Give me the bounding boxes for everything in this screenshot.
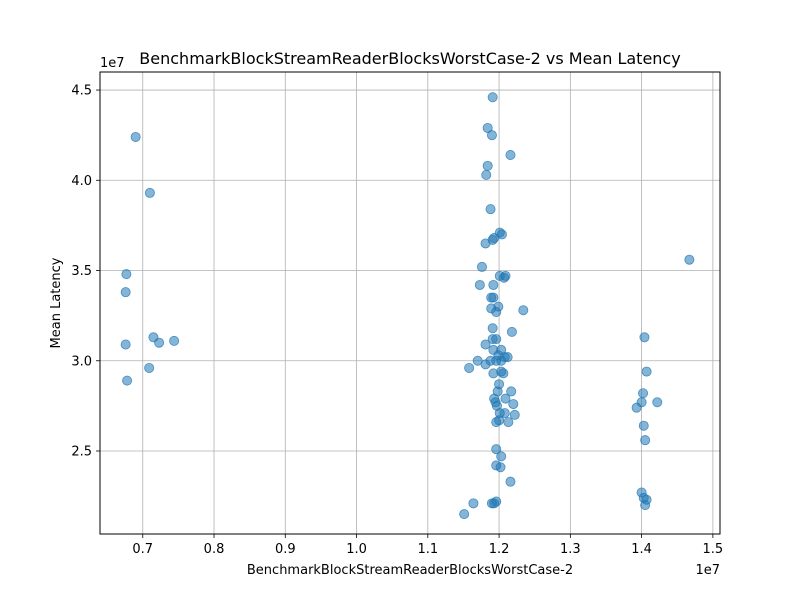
- data-point: [489, 498, 500, 509]
- x-axis-ticks: 0.7 0.8 0.9 1.0 1.1 1.2 1.3 1.4 1.5: [132, 534, 723, 557]
- data-point: [481, 169, 492, 180]
- x-tick-label: 1.5: [703, 542, 724, 557]
- data-point: [482, 160, 493, 171]
- data-point: [496, 451, 507, 462]
- data-point: [120, 287, 131, 298]
- data-point: [122, 375, 133, 386]
- axes-frame: [99, 71, 721, 535]
- x-tick-label: 0.9: [275, 542, 296, 557]
- data-point: [518, 305, 529, 316]
- y-tick-label: 4.5: [71, 84, 92, 99]
- data-point: [488, 279, 499, 290]
- y-tick-label: 3.0: [71, 354, 92, 369]
- data-point: [496, 355, 507, 366]
- data-point: [499, 408, 510, 419]
- data-point: [506, 386, 517, 397]
- data-point: [476, 261, 487, 272]
- data-point: [684, 254, 695, 265]
- data-point: [495, 462, 506, 473]
- x-tick-label: 0.7: [132, 542, 153, 557]
- data-point: [459, 509, 470, 520]
- data-point: [640, 500, 651, 511]
- data-point: [500, 393, 511, 404]
- data-point: [120, 339, 131, 350]
- data-point: [468, 498, 479, 509]
- data-point: [652, 397, 663, 408]
- data-point: [505, 150, 516, 161]
- data-point: [488, 292, 499, 303]
- data-point: [494, 415, 505, 426]
- data-point: [509, 409, 520, 420]
- data-point: [638, 420, 649, 431]
- data-point: [464, 362, 475, 373]
- y-tick-label: 4.0: [71, 174, 92, 189]
- data-point: [121, 269, 132, 280]
- y-axis-ticks: 2.5 3.0 3.5 4.0 4.5: [71, 84, 100, 459]
- x-tick-label: 1.4: [631, 542, 652, 557]
- chart-title: BenchmarkBlockStreamReaderBlocksWorstCas…: [139, 49, 680, 68]
- data-point: [640, 435, 651, 446]
- x-tick-label: 1.2: [489, 542, 510, 557]
- data-point: [480, 238, 491, 249]
- data-point: [482, 122, 493, 133]
- data-point: [487, 323, 498, 334]
- x-tick-label: 0.8: [204, 542, 225, 557]
- x-axis-label: BenchmarkBlockStreamReaderBlocksWorstCas…: [247, 563, 573, 578]
- x-tick-label: 1.3: [560, 542, 581, 557]
- data-point: [487, 92, 498, 103]
- data-point: [144, 362, 155, 373]
- y-tick-label: 2.5: [71, 444, 92, 459]
- data-point: [638, 388, 649, 399]
- x-tick-label: 1.1: [417, 542, 438, 557]
- data-point: [641, 366, 652, 377]
- data-point: [506, 326, 517, 337]
- data-point: [491, 444, 502, 455]
- data-point: [130, 131, 141, 142]
- data-point: [491, 307, 502, 318]
- x-tick-label: 1.0: [346, 542, 367, 557]
- x-axis-offset-label: 1e7: [695, 563, 720, 578]
- data-point: [631, 402, 642, 413]
- data-point: [169, 335, 180, 346]
- data-points: [120, 92, 695, 520]
- data-point: [485, 204, 496, 215]
- y-axis-offset-label: 1e7: [100, 56, 125, 71]
- grid-lines: [100, 72, 720, 534]
- data-point: [154, 337, 165, 348]
- data-point: [500, 270, 511, 281]
- data-point: [505, 476, 516, 487]
- data-point: [491, 334, 502, 345]
- data-point: [474, 279, 485, 290]
- data-point: [503, 417, 514, 428]
- y-axis-label: Mean Latency: [49, 257, 64, 348]
- data-point: [498, 368, 509, 379]
- data-point: [486, 130, 497, 141]
- data-point: [508, 399, 519, 410]
- y-tick-label: 3.5: [71, 264, 92, 279]
- data-point: [144, 187, 155, 198]
- data-point: [480, 359, 491, 370]
- data-point: [480, 339, 491, 350]
- data-point: [639, 332, 650, 343]
